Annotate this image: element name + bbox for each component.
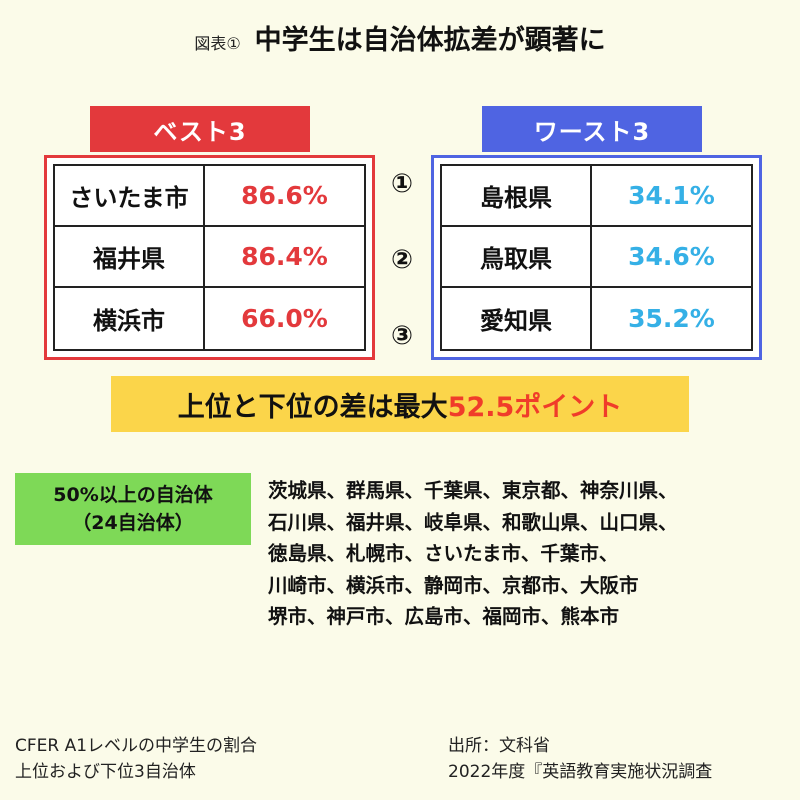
worst-value-1: 34.1% [592, 166, 751, 227]
worst3-label: ワースト3 [482, 106, 702, 152]
figure-label: 図表① [194, 34, 241, 53]
rank-marker-1: ① [390, 169, 413, 199]
caption-line-2: 上位および下位3自治体 [15, 762, 196, 782]
worst-name-1: 島根県 [442, 166, 592, 227]
gap-banner-highlight: 52.5ポイント [447, 391, 623, 423]
worst-name-3: 愛知県 [442, 288, 592, 349]
over50-count: （24自治体） [72, 512, 194, 534]
best-name-3: 横浜市 [55, 288, 205, 349]
worst-value-2: 34.6% [592, 227, 751, 288]
source-line-2: 2022年度『英語教育実施状況調査 [448, 762, 713, 782]
page-title: 中学生は自治体拡差が顕著に [254, 25, 606, 56]
source-line-1: 出所：文科省 [448, 736, 550, 756]
rank-marker-3: ③ [390, 321, 413, 351]
footer-caption: CFER A1レベルの中学生の割合 上位および下位3自治体 [15, 733, 257, 785]
over50-municipality-list: 茨城県、群馬県、千葉県、東京都、神奈川県、 石川県、福井県、岐阜県、和歌山県、山… [268, 475, 788, 633]
list-line: 徳島県、札幌市、さいたま市、千葉市、 [268, 542, 619, 565]
list-line: 川崎市、横浜市、静岡市、京都市、大阪市 [268, 573, 639, 597]
worst3-table: 島根県 34.1% 鳥取県 34.6% 愛知県 35.2% [431, 155, 762, 360]
footer-source: 出所：文科省 2022年度『英語教育実施状況調査 [448, 733, 712, 785]
best3-label: ベスト3 [90, 106, 310, 152]
gap-banner-text: 上位と下位の差は最大 [177, 391, 448, 423]
best-name-2: 福井県 [55, 227, 205, 288]
rank-marker-2: ② [390, 245, 413, 275]
gap-banner: 上位と下位の差は最大 52.5ポイント [111, 376, 689, 432]
worst-name-2: 鳥取県 [442, 227, 592, 288]
best-name-1: さいたま市 [55, 166, 205, 227]
worst-value-3: 35.2% [628, 304, 715, 333]
list-line: 石川県、福井県、岐阜県、和歌山県、山口県、 [268, 510, 678, 534]
best-value-1: 86.6% [205, 166, 364, 227]
over50-label: 50%以上の自治体 [53, 484, 213, 506]
title-row: 図表① 中学生は自治体拡差が顕著に [0, 18, 800, 57]
caption-line-1: CFER A1レベルの中学生の割合 [15, 736, 258, 756]
list-line: 茨城県、群馬県、千葉県、東京都、神奈川県、 [268, 479, 678, 502]
best3-table: さいたま市 86.6% 福井県 86.4% 横浜市 66.0% [44, 155, 375, 360]
best-value-3: 66.0% [241, 304, 328, 333]
list-line: 堺市、神戸市、広島市、福岡市、熊本市 [268, 605, 620, 628]
over50-label-box: 50%以上の自治体 （24自治体） [15, 473, 251, 545]
rank-markers: ① ② ③ [382, 170, 422, 350]
best-value-2: 86.4% [205, 227, 364, 288]
